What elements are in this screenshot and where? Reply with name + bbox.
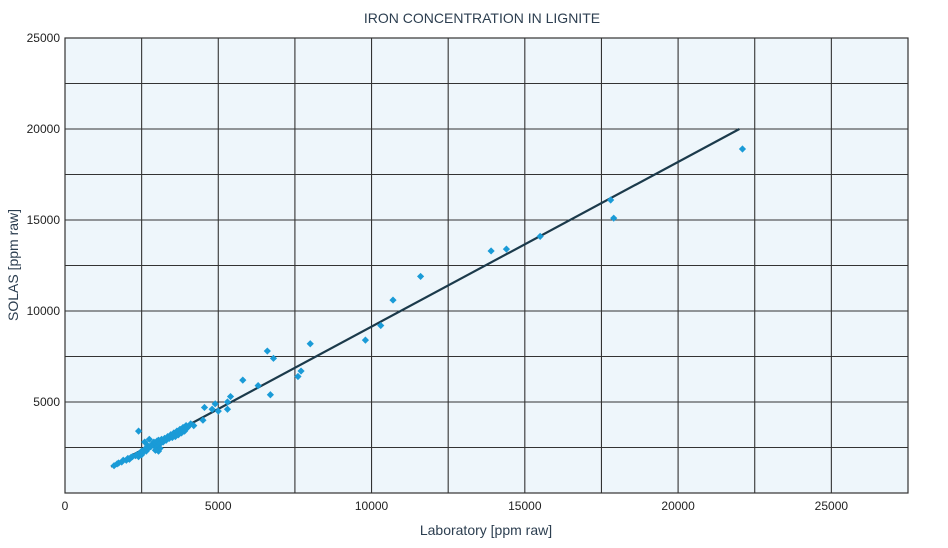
- y-axis-label: SOLAS [ppm raw]: [5, 209, 21, 321]
- data-point: [156, 444, 164, 453]
- data-point: [361, 336, 370, 344]
- data-points: [110, 145, 747, 470]
- data-point: [141, 438, 149, 446]
- data-point: [536, 232, 544, 240]
- data-point: [610, 214, 618, 222]
- data-point: [487, 247, 495, 255]
- y-tick-label: 15000: [27, 213, 61, 227]
- data-point: [306, 340, 314, 348]
- data-point: [738, 145, 747, 153]
- plot-frame: [64, 37, 909, 494]
- x-tick-label: 5000: [205, 499, 232, 513]
- data-point: [607, 196, 615, 204]
- data-point: [159, 438, 167, 446]
- data-point: [200, 403, 209, 412]
- data-point: [165, 434, 173, 442]
- data-point: [254, 382, 262, 390]
- data-point: [294, 372, 302, 381]
- data-point: [223, 398, 232, 406]
- x-tick-label: 25000: [815, 499, 849, 513]
- data-point: [263, 347, 271, 355]
- data-point: [208, 405, 216, 413]
- data-point: [199, 416, 207, 424]
- data-point: [269, 354, 278, 362]
- data-point: [110, 462, 118, 470]
- data-point: [502, 245, 511, 253]
- data-point: [138, 451, 146, 459]
- data-point: [134, 453, 143, 461]
- data-point: [211, 400, 219, 408]
- x-axis-label: Laboratory [ppm raw]: [420, 522, 552, 538]
- data-point: [223, 405, 232, 413]
- data-point: [162, 436, 170, 444]
- data-point: [134, 427, 143, 435]
- data-point: [239, 376, 247, 384]
- x-tick-label: 20000: [661, 499, 695, 513]
- data-point: [377, 321, 385, 330]
- y-tick-labels: 5000 10000 15000 20000 25000: [27, 31, 61, 409]
- data-point: [226, 392, 235, 401]
- y-tick-label: 20000: [27, 122, 61, 136]
- data-point: [142, 447, 150, 455]
- data-point: [147, 442, 155, 451]
- data-point: [145, 435, 153, 443]
- x-tick-label: 10000: [355, 499, 389, 513]
- data-point: [154, 436, 163, 444]
- data-point: [128, 453, 137, 461]
- chart-title: IRON CONCENTRATION IN LIGNITE: [364, 10, 600, 26]
- data-point: [190, 422, 198, 430]
- data-point: [187, 420, 195, 428]
- x-tick-label: 15000: [508, 499, 542, 513]
- data-point: [416, 272, 425, 281]
- data-point: [184, 423, 192, 432]
- y-tick-label: 10000: [27, 304, 61, 318]
- data-point: [151, 446, 160, 454]
- data-point: [214, 407, 222, 415]
- data-point: [174, 431, 183, 439]
- data-point: [115, 459, 123, 467]
- data-point: [154, 447, 163, 455]
- data-point: [266, 391, 274, 399]
- y-tick-label: 25000: [27, 31, 61, 45]
- data-point: [297, 367, 305, 375]
- x-tick-label: 0: [62, 499, 69, 513]
- data-point: [389, 296, 397, 304]
- x-tick-labels: 0 5000 10000 15000 20000 25000: [62, 499, 849, 513]
- y-tick-label: 5000: [33, 395, 60, 409]
